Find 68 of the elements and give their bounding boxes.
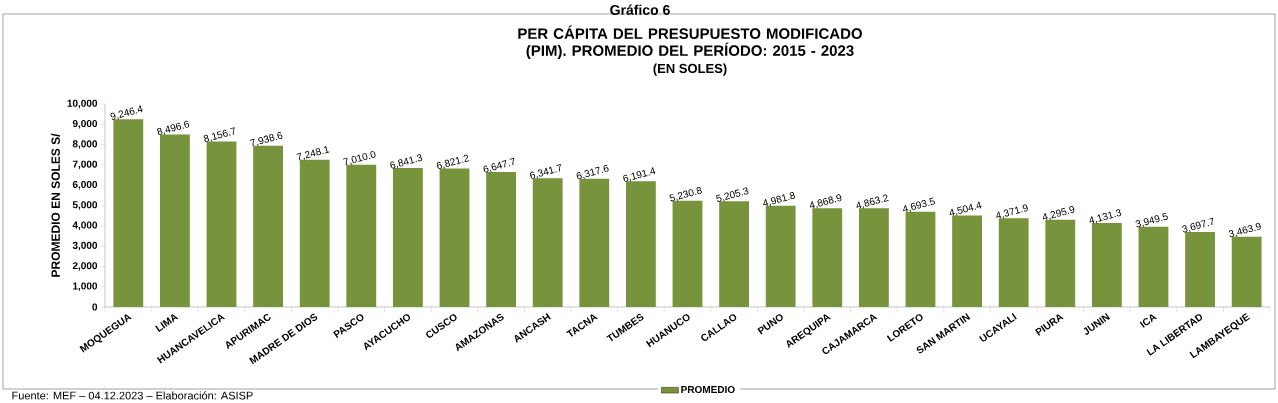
data-label: 5,230.8	[669, 186, 702, 202]
bar	[486, 172, 517, 307]
bar	[532, 178, 563, 307]
data-label: 4,981.8	[763, 192, 796, 207]
y-tick-label: 1,000	[73, 282, 98, 291]
bar	[672, 200, 703, 307]
y-tick-label: 5,000	[72, 201, 98, 210]
data-label: 7,010.0	[343, 150, 376, 166]
bar	[253, 145, 284, 307]
data-label: 8,156.7	[203, 127, 235, 142]
bar	[1138, 226, 1169, 307]
bar	[998, 218, 1029, 307]
y-tick-label: 9,000	[72, 120, 98, 129]
data-label: 6,341.7	[530, 164, 561, 179]
data-label: 3,463.9	[1228, 222, 1261, 238]
bar	[1045, 219, 1076, 307]
data-label: 6,821.2	[436, 154, 470, 170]
chart-title: PER CÁPITA DEL PRESUPUESTO MODIFICADO (PIM). PROMEDIO DEL PERÍODO: 2015 - 2023	[518, 25, 862, 59]
y-tick-label: 10,000	[67, 99, 98, 109]
data-label: 4,868.9	[809, 194, 842, 209]
x-tick-label: ICA	[1139, 314, 1157, 328]
legend-label: PROMEDIO	[681, 385, 735, 394]
y-tick-label: 8,000	[72, 140, 98, 149]
data-label: 4,863.2	[856, 194, 889, 209]
bar	[439, 168, 470, 307]
bar	[299, 159, 330, 307]
y-tick-label: 2,000	[72, 262, 98, 271]
bar	[206, 141, 237, 307]
y-tick-label: 6,000	[72, 180, 98, 190]
source-note: Fuente: MEF – 04.12.2023 – Elaboración: ASISP	[12, 391, 253, 400]
data-label: 4,371.9	[996, 204, 1028, 219]
data-label: 4,295.9	[1042, 205, 1075, 221]
bar	[905, 211, 936, 307]
data-label: 6,191.4	[623, 167, 656, 182]
bar	[346, 164, 377, 307]
bar	[858, 208, 889, 307]
data-label: 6,841.3	[390, 154, 423, 169]
y-tick-label: 4,000	[72, 221, 98, 231]
y-tick-label: 7,000	[72, 160, 98, 170]
bar	[719, 201, 749, 307]
bar	[1231, 236, 1262, 307]
y-tick-label: 0	[92, 303, 98, 311]
data-label: 3,949.5	[1135, 212, 1168, 228]
text: Gráfico 6	[610, 4, 670, 15]
bar	[952, 215, 982, 307]
bar	[765, 205, 796, 307]
data-label: 7,248.1	[296, 146, 330, 161]
data-label: 8,496.6	[157, 120, 190, 136]
data-label: 3,697.7	[1182, 217, 1214, 233]
bar	[392, 168, 423, 307]
bar	[625, 181, 656, 307]
bar	[1091, 223, 1122, 307]
bar	[160, 134, 190, 307]
data-label: 4,504.4	[949, 201, 982, 217]
bar	[1185, 231, 1215, 307]
bar	[812, 208, 843, 307]
data-label: 6,317.6	[576, 164, 609, 180]
y-axis-title: PROMEDIO EN SOLES S/	[51, 133, 61, 277]
data-label: 4,131.3	[1089, 209, 1122, 224]
data-label: 7,938.6	[249, 131, 283, 147]
y-tick-label: 3,000	[72, 241, 98, 251]
data-label: 4,693.5	[903, 197, 935, 213]
data-label: 9,246.4	[110, 105, 143, 120]
data-label: 5,205.3	[716, 187, 749, 202]
chart-subtitle: (EN SOLES)	[653, 63, 727, 76]
bar	[113, 119, 144, 307]
bar	[579, 178, 610, 307]
data-label: 6,647.7	[483, 157, 515, 173]
